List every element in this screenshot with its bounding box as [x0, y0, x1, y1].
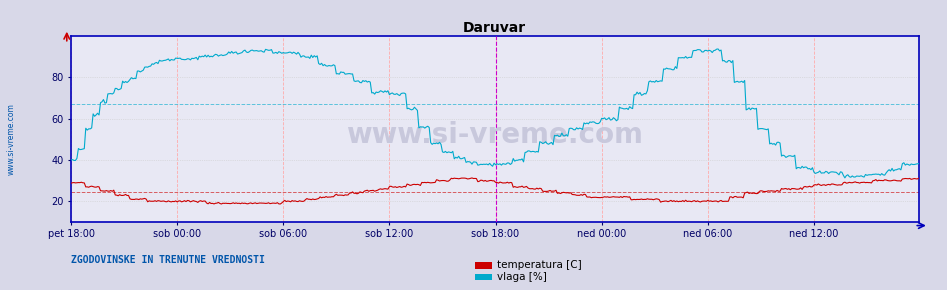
- Text: www.si-vreme.com: www.si-vreme.com: [347, 121, 643, 148]
- Text: temperatura [C]: temperatura [C]: [497, 260, 581, 270]
- Text: vlaga [%]: vlaga [%]: [497, 272, 547, 282]
- Text: www.si-vreme.com: www.si-vreme.com: [7, 103, 16, 175]
- Title: Daruvar: Daruvar: [463, 21, 527, 35]
- Text: ZGODOVINSKE IN TRENUTNE VREDNOSTI: ZGODOVINSKE IN TRENUTNE VREDNOSTI: [71, 255, 265, 265]
